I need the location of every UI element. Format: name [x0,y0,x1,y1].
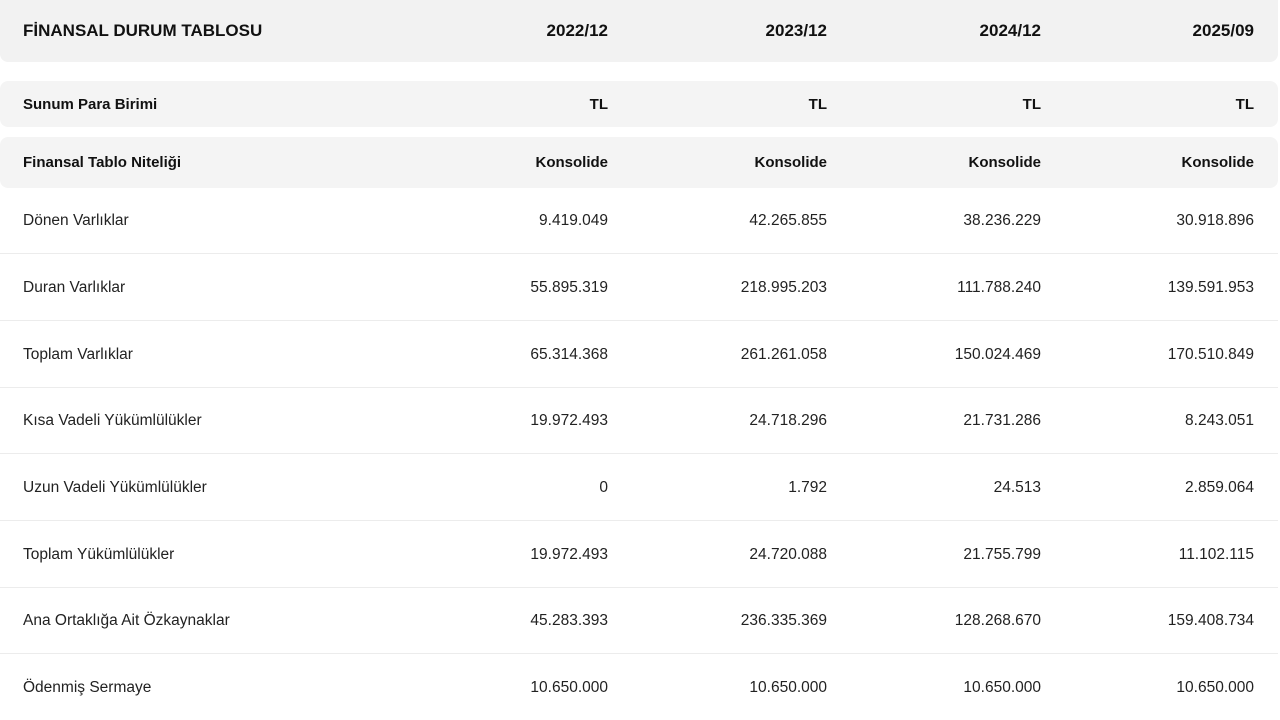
cell-value: 170.510.849 [1167,345,1254,363]
row-label: Kısa Vadeli Yükümlülükler [23,411,202,429]
cell-value: 10.650.000 [749,679,827,696]
cell-value: 9.419.049 [539,211,608,229]
cell-value: 139.591.953 [1167,278,1254,296]
table-row: Ödenmiş Sermaye 10.650.000 10.650.000 10… [0,655,1278,720]
cell-value: Konsolide [1181,154,1254,171]
cell-value: 8.243.051 [1185,411,1254,429]
cell-value: 2.859.064 [1185,478,1254,496]
period-header[interactable]: 2023/12 [765,21,827,40]
cell-value: TL [1235,95,1254,113]
cell-value: TL [589,95,608,113]
table-row: Kısa Vadeli Yükümlülükler 19.972.493 24.… [0,388,1278,454]
period-header[interactable]: 2022/12 [546,21,608,40]
period-header[interactable]: 2024/12 [979,21,1041,40]
row-label: Sunum Para Birimi [23,95,158,113]
cell-value: Konsolide [968,154,1041,171]
cell-value: Konsolide [535,154,608,171]
cell-value: 38.236.229 [963,211,1041,229]
table-row: Toplam Yükümlülükler 19.972.493 24.720.0… [0,522,1278,588]
cell-value: 0 [599,478,608,496]
currency-row: Sunum Para Birimi TL TL TL TL [0,81,1278,127]
cell-value: 128.268.670 [954,611,1041,629]
cell-value: 24.720.088 [749,545,827,563]
table-row: Toplam Varlıklar 65.314.368 261.261.058 … [0,322,1278,388]
cell-value: 1.792 [788,478,827,496]
cell-value: TL [808,95,827,113]
cell-value: 21.755.799 [963,545,1041,563]
row-label: Uzun Vadeli Yükümlülükler [23,478,207,496]
cell-value: 24.513 [993,478,1041,496]
cell-value: 218.995.203 [740,278,827,296]
table-row: Dönen Varlıklar 9.419.049 42.265.855 38.… [0,188,1278,254]
cell-value: 65.314.368 [530,345,608,363]
cell-value: 45.283.393 [530,611,608,629]
table-row: Uzun Vadeli Yükümlülükler 0 1.792 24.513… [0,455,1278,521]
cell-value: 24.718.296 [749,411,827,429]
cell-value: 261.261.058 [740,345,827,363]
cell-value: 10.650.000 [963,679,1041,696]
cell-value: 21.731.286 [963,411,1041,429]
cell-value: 55.895.319 [530,278,608,296]
cell-value: 159.408.734 [1167,611,1254,629]
cell-value: 11.102.115 [1178,545,1254,563]
table-row: Duran Varlıklar 55.895.319 218.995.203 1… [0,255,1278,321]
row-label: Dönen Varlıklar [23,211,129,229]
cell-value: 42.265.855 [749,211,827,229]
row-label: Toplam Yükümlülükler [23,545,175,563]
period-header[interactable]: 2025/09 [1192,21,1254,40]
cell-value: 10.650.000 [530,679,608,696]
row-label: Ödenmiş Sermaye [23,679,152,696]
row-label: Toplam Varlıklar [23,345,133,363]
cell-value: 19.972.493 [530,411,608,429]
row-label: Ana Ortaklığa Ait Özkaynaklar [23,611,230,629]
cell-value: 111.788.240 [957,278,1041,296]
row-label: Finansal Tablo Niteliği [23,154,182,171]
cell-value: 30.918.896 [1176,211,1254,229]
table-title: FİNANSAL DURUM TABLOSU [23,21,263,40]
cell-value: 10.650.000 [1176,679,1254,696]
cell-value: 236.335.369 [740,611,827,629]
cell-value: 150.024.469 [954,345,1041,363]
table-row: Ana Ortaklığa Ait Özkaynaklar 45.283.393… [0,588,1278,654]
cell-value: TL [1022,95,1041,113]
row-label: Duran Varlıklar [23,278,126,296]
cell-value: Konsolide [754,154,827,171]
statement-type-row: Finansal Tablo Niteliği Konsolide Konsol… [0,137,1278,188]
table-header: FİNANSAL DURUM TABLOSU 2022/12 2023/12 2… [0,0,1278,62]
cell-value: 19.972.493 [530,545,608,563]
